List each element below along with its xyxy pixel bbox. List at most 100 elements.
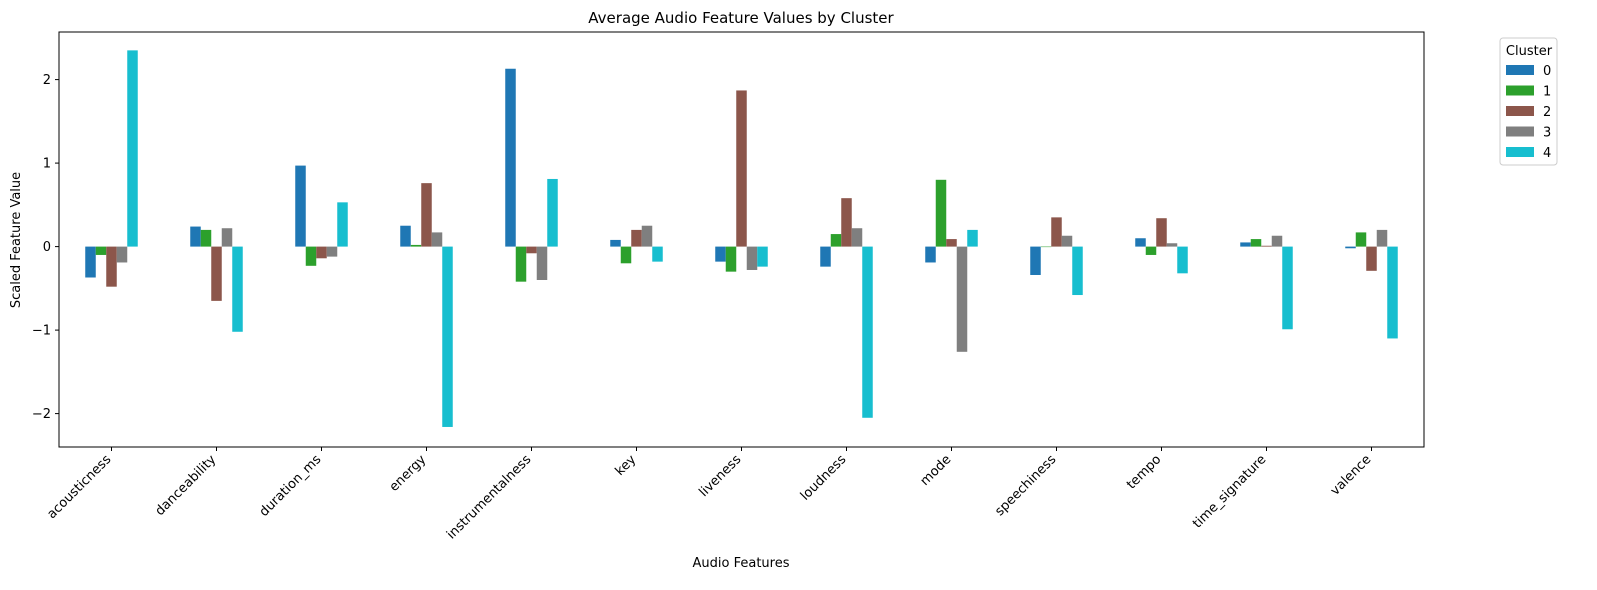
- bar: [1387, 246, 1398, 339]
- legend-label: 4: [1543, 146, 1551, 161]
- bar: [736, 90, 747, 247]
- bar: [1051, 217, 1062, 247]
- bar: [1282, 246, 1293, 330]
- bar: [841, 198, 852, 247]
- x-tick-label: speechiness: [992, 452, 1059, 519]
- bar: [85, 246, 96, 278]
- x-tick-label: mode: [918, 452, 955, 489]
- bar: [211, 246, 222, 301]
- x-tick-label: tempo: [1124, 452, 1164, 492]
- bar: [200, 229, 212, 247]
- bar: [127, 50, 138, 247]
- legend-swatch: [1506, 85, 1534, 96]
- bar: [757, 246, 768, 267]
- bar: [1166, 243, 1178, 247]
- bar: [1135, 238, 1146, 247]
- x-tick-label: key: [613, 452, 640, 479]
- x-tick-label: duration_ms: [257, 452, 325, 520]
- y-tick-label: −1: [32, 324, 51, 339]
- legend-swatch: [1506, 65, 1534, 75]
- x-tick-label: time_signature: [1190, 452, 1269, 531]
- bar: [925, 246, 936, 263]
- legend-label: 2: [1543, 105, 1551, 120]
- bar: [95, 246, 107, 255]
- bar: [1271, 235, 1283, 247]
- bar: [610, 239, 621, 247]
- bar: [851, 228, 863, 247]
- bar: [652, 246, 663, 262]
- x-tick-label: acousticness: [45, 452, 115, 522]
- bar: [620, 246, 632, 264]
- bar: [1030, 246, 1041, 275]
- plot-area: −2 −1 0 1 2 acousticness danceability duration_…: [32, 31, 1425, 542]
- bar: [746, 246, 758, 270]
- bar: [505, 68, 516, 247]
- bar: [1250, 239, 1262, 247]
- bar: [820, 246, 831, 267]
- bar: [431, 232, 443, 247]
- bar: [421, 183, 432, 247]
- bar: [295, 165, 306, 247]
- bar: [337, 202, 348, 247]
- y-tick-label: 2: [43, 73, 51, 88]
- x-tick-label: instrumentalness: [444, 452, 534, 542]
- bar: [830, 234, 842, 247]
- bar: [1261, 245, 1272, 247]
- x-tick-label: loudness: [798, 452, 850, 504]
- legend: Cluster 0 1 2 3 4: [1499, 37, 1558, 166]
- bar: [1156, 218, 1167, 247]
- bar: [547, 178, 558, 247]
- bar: [1240, 242, 1251, 247]
- legend-label: 0: [1543, 64, 1551, 79]
- bar: [1177, 246, 1188, 274]
- bar: [410, 244, 422, 247]
- bar: [305, 246, 317, 266]
- bar: [1145, 246, 1157, 255]
- bar: [400, 225, 411, 247]
- chart-title: Average Audio Feature Values by Cluster: [588, 9, 894, 27]
- bar: [1376, 229, 1388, 247]
- bar: [1040, 246, 1052, 248]
- y-tick-label: 0: [43, 240, 51, 255]
- bar: [631, 229, 642, 247]
- bar: [935, 179, 947, 247]
- bar: [1366, 246, 1377, 271]
- bar: [725, 246, 737, 272]
- bar: [641, 225, 653, 247]
- bar: [526, 246, 537, 254]
- bar: [946, 239, 957, 247]
- bar: [116, 246, 128, 263]
- bar: [956, 246, 968, 352]
- x-tick-label: liveness: [696, 452, 744, 500]
- bar: [232, 246, 243, 332]
- bar: [221, 228, 233, 247]
- bar: [1061, 235, 1073, 247]
- legend-label: 1: [1543, 85, 1551, 100]
- legend-title: Cluster: [1506, 44, 1553, 59]
- y-axis-label: Scaled Feature Value: [9, 172, 24, 308]
- y-tick-label: −2: [32, 407, 51, 422]
- bar: [1345, 246, 1356, 249]
- bar: [190, 226, 201, 247]
- bar: [515, 246, 527, 282]
- bar: [715, 246, 726, 262]
- x-tick-label: danceability: [153, 452, 220, 519]
- bar: [967, 229, 978, 247]
- bar: [862, 246, 873, 418]
- bar: [442, 246, 453, 427]
- legend-swatch: [1506, 126, 1534, 137]
- x-tick-label: valence: [1328, 452, 1374, 498]
- bar: [316, 246, 327, 259]
- legend-label: 3: [1543, 126, 1551, 141]
- legend-swatch: [1506, 147, 1534, 157]
- bar: [326, 246, 338, 257]
- bar: [1355, 232, 1367, 247]
- legend-swatch: [1506, 106, 1534, 116]
- x-axis-label: Audio Features: [693, 556, 790, 571]
- bar: [1072, 246, 1083, 296]
- bar: [536, 246, 548, 280]
- bar: [106, 246, 117, 287]
- x-tick-label: energy: [387, 452, 430, 495]
- y-tick-label: 1: [43, 157, 51, 172]
